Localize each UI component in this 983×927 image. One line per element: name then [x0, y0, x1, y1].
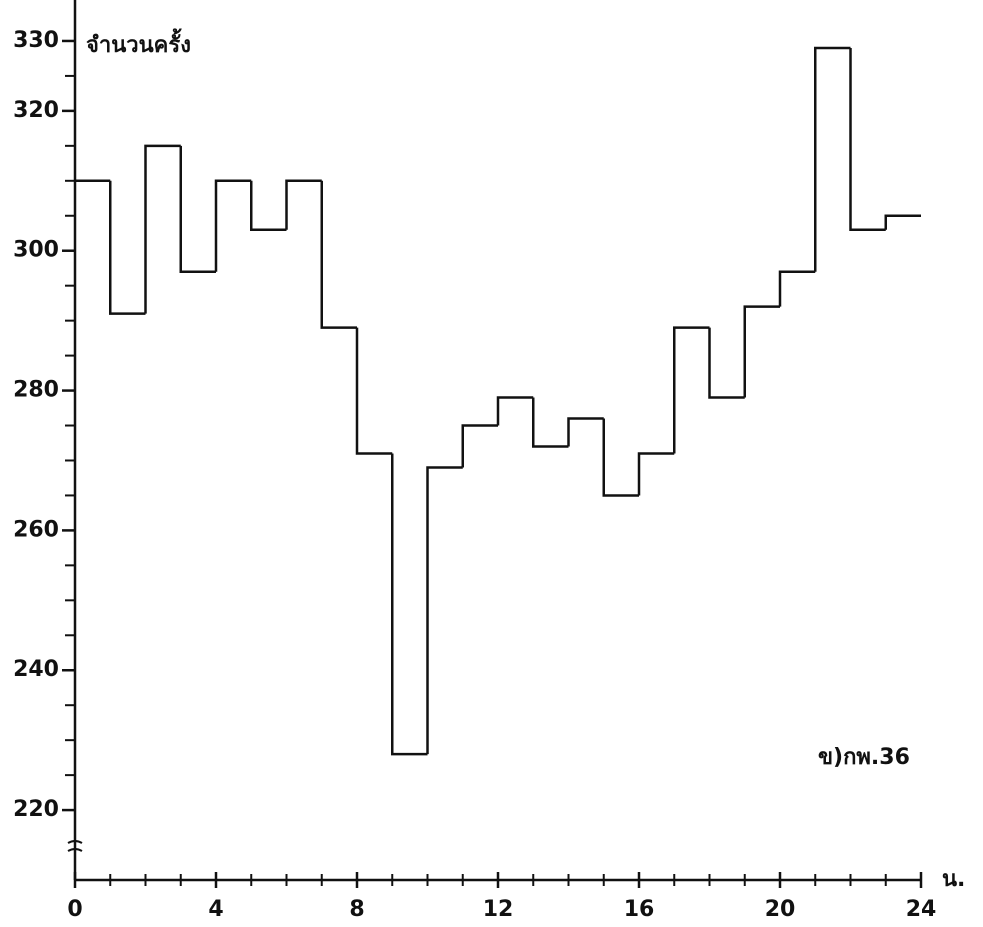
step [144, 144, 181, 314]
step [461, 424, 498, 468]
step [708, 327, 745, 399]
step [179, 145, 216, 273]
y-tick-label: 280 [13, 378, 59, 403]
x-tick-label: 16 [624, 897, 655, 922]
x-tick-label: 12 [483, 897, 514, 922]
step [884, 214, 921, 230]
step [109, 180, 146, 315]
step [250, 180, 287, 231]
y-axis-label: จำนวนครั้ง [86, 28, 191, 58]
x-tick-label: 0 [67, 897, 82, 922]
y-tick-label: 240 [13, 657, 59, 682]
x-tick-label: 8 [349, 897, 364, 922]
y-tick-label: 320 [13, 98, 59, 123]
step [355, 327, 393, 455]
step [320, 180, 357, 329]
y-tick-label: 300 [13, 238, 59, 263]
step [743, 305, 780, 398]
step [532, 397, 569, 448]
x-tick-label: 20 [765, 897, 796, 922]
step [426, 466, 463, 755]
y-tick-label: 220 [13, 797, 59, 822]
y-tick-label: 260 [13, 517, 59, 542]
x-tick-label: 24 [906, 897, 937, 922]
annotation: ข)กพ.36 [818, 745, 910, 770]
step [849, 47, 886, 231]
step [778, 270, 816, 307]
step [673, 326, 710, 454]
step [391, 453, 428, 756]
step [814, 46, 851, 272]
step [285, 179, 322, 230]
step [567, 417, 604, 447]
step [602, 418, 639, 497]
axis-break [67, 840, 83, 852]
step [637, 452, 675, 496]
x-axis-label: น. [942, 867, 965, 892]
step [496, 396, 534, 426]
y-tick-label: 330 [13, 28, 59, 53]
step [214, 179, 252, 272]
x-tick-label: 4 [208, 897, 223, 922]
